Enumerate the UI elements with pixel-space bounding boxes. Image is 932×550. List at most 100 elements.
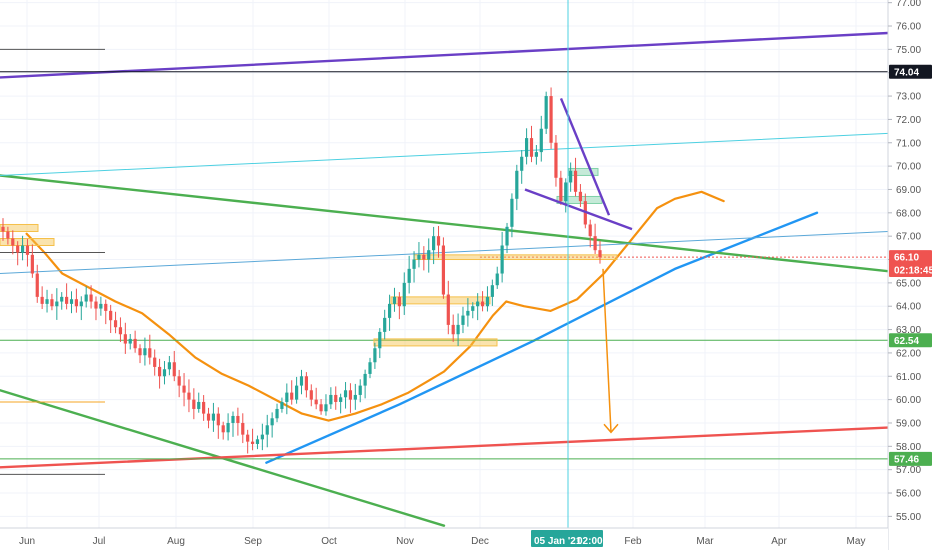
candle-body bbox=[285, 392, 289, 402]
price-tag-label: 74.04 bbox=[894, 67, 919, 78]
candle-body bbox=[500, 245, 504, 274]
candle-body bbox=[422, 254, 426, 260]
candle-body bbox=[392, 296, 397, 304]
candle-body bbox=[304, 376, 308, 391]
time-axis[interactable]: Jun Jul Aug Sep Oct Nov Dec Feb Mar Apr May 05 Jan … bbox=[0, 527, 888, 550]
candle-body bbox=[50, 299, 54, 307]
candle-body bbox=[216, 413, 220, 426]
series-line bbox=[0, 426, 890, 469]
time-tick-label: Apr bbox=[771, 536, 787, 547]
candle-body bbox=[128, 338, 132, 344]
candle-body bbox=[65, 296, 69, 304]
candle-body bbox=[466, 310, 470, 316]
series-line bbox=[265, 211, 819, 464]
candle-body bbox=[167, 362, 171, 370]
candle-body bbox=[221, 425, 225, 433]
candle-body bbox=[314, 399, 318, 405]
candle-body bbox=[275, 408, 279, 419]
price-tick-label: 61.00 bbox=[896, 372, 921, 383]
series-line bbox=[25, 190, 725, 422]
crosshair-date-tag bbox=[531, 530, 603, 547]
candle-body bbox=[148, 348, 152, 358]
time-tick-label: Sep bbox=[244, 536, 262, 547]
candle-body bbox=[123, 334, 127, 344]
candle-body bbox=[35, 273, 39, 297]
candle-body bbox=[471, 306, 475, 311]
candle-body bbox=[539, 128, 543, 153]
candle-body bbox=[407, 268, 411, 283]
price-tag-label: 62.54 bbox=[894, 336, 919, 347]
candle-body bbox=[343, 390, 348, 398]
candle-body bbox=[461, 315, 465, 325]
candle-body bbox=[211, 413, 216, 421]
time-tick-label: Jul bbox=[93, 536, 106, 547]
candle-body bbox=[368, 362, 372, 374]
price-tag bbox=[889, 263, 932, 278]
candle-body bbox=[250, 441, 255, 444]
candle-body bbox=[324, 404, 328, 412]
price-tag-label: 02:18:45 bbox=[894, 266, 932, 277]
zone-rect bbox=[373, 338, 498, 347]
price-tick-label: 72.00 bbox=[896, 115, 921, 126]
price-tick-label: 63.00 bbox=[896, 325, 921, 336]
price-tick-label: 68.00 bbox=[896, 208, 921, 219]
candle-body bbox=[505, 226, 509, 246]
candle-body bbox=[520, 156, 524, 171]
candle-body bbox=[69, 299, 74, 304]
price-tick-label: 55.00 bbox=[896, 512, 921, 523]
candle-body bbox=[417, 254, 421, 260]
price-tick-label: 65.00 bbox=[896, 278, 921, 289]
time-tick-label: Mar bbox=[696, 536, 714, 547]
candle-body bbox=[104, 303, 108, 311]
candle-body bbox=[441, 245, 446, 295]
candles bbox=[1, 87, 602, 454]
candle-body bbox=[40, 296, 44, 304]
candle-body bbox=[231, 415, 235, 423]
candle-body bbox=[187, 392, 191, 400]
candle-body bbox=[490, 285, 494, 297]
candle-body bbox=[265, 425, 269, 435]
time-tick-label: Feb bbox=[624, 536, 642, 547]
candle-body bbox=[319, 404, 323, 412]
price-tick-label: 60.00 bbox=[896, 395, 921, 406]
candle-body bbox=[378, 331, 382, 349]
time-tick-label: Jun bbox=[19, 536, 35, 547]
candle-body bbox=[476, 301, 480, 307]
candle-body bbox=[255, 439, 260, 444]
candle-body bbox=[177, 376, 181, 386]
series-line bbox=[0, 31, 890, 79]
candle-body bbox=[270, 418, 274, 426]
candle-body bbox=[6, 231, 10, 239]
crosshair-date-label: 05 Jan '21 bbox=[534, 536, 582, 547]
candle-body bbox=[564, 182, 568, 202]
price-tick-label: 64.00 bbox=[896, 302, 921, 313]
candle-body bbox=[202, 401, 206, 414]
candle-body bbox=[197, 401, 201, 409]
price-tag bbox=[889, 333, 932, 348]
candle-body bbox=[74, 299, 79, 307]
price-tick-label: 57.00 bbox=[896, 465, 921, 476]
candle-body bbox=[25, 245, 30, 255]
candle-body bbox=[569, 170, 573, 183]
candle-body bbox=[402, 282, 406, 307]
candle-body bbox=[79, 301, 83, 307]
candle-body bbox=[55, 301, 59, 307]
price-tick-label: 59.00 bbox=[896, 418, 921, 429]
candle-body bbox=[412, 259, 416, 269]
candle-body bbox=[373, 348, 377, 363]
price-tag bbox=[889, 250, 932, 265]
candle-body bbox=[339, 397, 343, 402]
candle-body bbox=[113, 320, 118, 328]
price-axis[interactable]: 77.0076.0075.0074.0073.0072.0071.0070.00… bbox=[887, 0, 932, 550]
price-tag-label: 57.46 bbox=[894, 454, 919, 465]
crosshair-time-label: 02:00 bbox=[577, 536, 603, 547]
price-tick-label: 70.00 bbox=[896, 162, 921, 173]
candle-body bbox=[534, 152, 538, 157]
projection-arrow bbox=[602, 268, 612, 433]
zone-rect bbox=[0, 223, 39, 232]
drawing-lines bbox=[0, 31, 890, 527]
candle-body bbox=[436, 236, 441, 246]
candle-body bbox=[348, 390, 353, 400]
candle-body bbox=[334, 394, 338, 402]
